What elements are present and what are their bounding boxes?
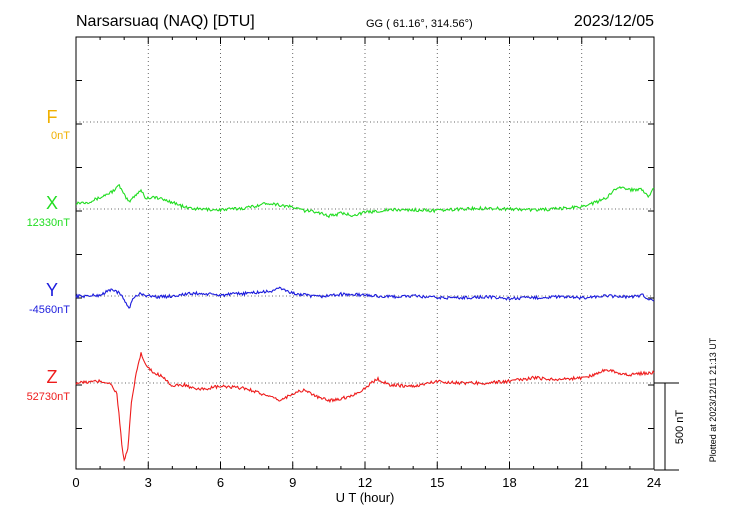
baseline-label-z: 52730nT bbox=[27, 391, 71, 403]
scale-bar-label: 500 nT bbox=[674, 410, 686, 445]
grid bbox=[147, 37, 583, 469]
series-line-x bbox=[75, 184, 655, 219]
series-line-z bbox=[75, 352, 655, 462]
x-tick-label: 12 bbox=[358, 475, 372, 490]
x-tick-label: 24 bbox=[647, 475, 661, 490]
series-line-y bbox=[75, 286, 655, 309]
axis-ticks bbox=[75, 36, 655, 469]
x-tick-labels: 0 3 6 9 12 15 18 21 24 bbox=[72, 475, 661, 490]
x-tick-label: 6 bbox=[217, 475, 224, 490]
baseline-label-x: 12330nT bbox=[27, 217, 71, 229]
station-coordinates: GG ( 61.16°, 314.56°) bbox=[366, 18, 473, 30]
baseline-label-y: -4560nT bbox=[29, 304, 70, 316]
series-lines bbox=[75, 184, 655, 462]
x-tick-label: 15 bbox=[430, 475, 444, 490]
x-axis-label: U T (hour) bbox=[336, 490, 395, 505]
scale-bar bbox=[654, 382, 679, 471]
x-tick-label: 9 bbox=[289, 475, 296, 490]
baseline-label-f: 0nT bbox=[51, 130, 70, 142]
x-tick-label: 21 bbox=[575, 475, 589, 490]
x-tick-label: 0 bbox=[72, 475, 79, 490]
series-label-x: X bbox=[46, 193, 58, 213]
x-tick-label: 3 bbox=[145, 475, 152, 490]
plotted-at-note: Plotted at 2023/12/11 21:13 UT bbox=[708, 337, 718, 462]
x-tick-label: 18 bbox=[502, 475, 516, 490]
station-title: Narsarsuaq (NAQ) [DTU] bbox=[76, 13, 255, 30]
series-label-y: Y bbox=[46, 280, 58, 300]
plot-date: 2023/12/05 bbox=[574, 13, 654, 30]
series-label-f: F bbox=[47, 107, 58, 127]
series-label-z: Z bbox=[47, 367, 58, 387]
